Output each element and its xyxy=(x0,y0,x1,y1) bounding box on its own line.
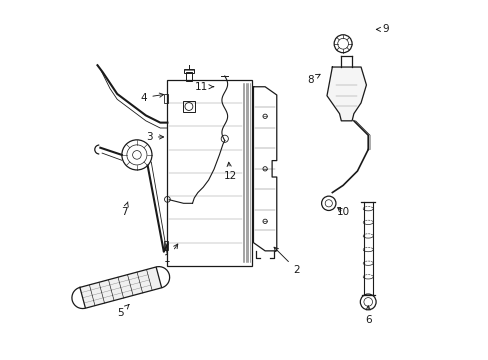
Polygon shape xyxy=(80,267,162,308)
Text: 2: 2 xyxy=(273,247,299,275)
Bar xyxy=(183,101,194,112)
Text: 9: 9 xyxy=(376,24,388,35)
Polygon shape xyxy=(326,67,366,121)
Bar xyxy=(163,94,168,103)
Text: 10: 10 xyxy=(336,207,349,217)
Text: 11: 11 xyxy=(194,82,213,92)
Text: 8: 8 xyxy=(307,74,320,85)
Bar xyxy=(185,72,191,81)
Text: 6: 6 xyxy=(364,306,371,325)
Bar xyxy=(184,69,193,73)
Text: 4: 4 xyxy=(141,93,163,103)
Text: 3: 3 xyxy=(146,132,163,142)
Text: 7: 7 xyxy=(121,202,128,217)
Text: 12: 12 xyxy=(223,162,236,181)
Text: 1: 1 xyxy=(164,244,178,264)
Bar xyxy=(167,80,251,266)
Text: 5: 5 xyxy=(117,305,129,318)
Bar xyxy=(163,241,168,250)
